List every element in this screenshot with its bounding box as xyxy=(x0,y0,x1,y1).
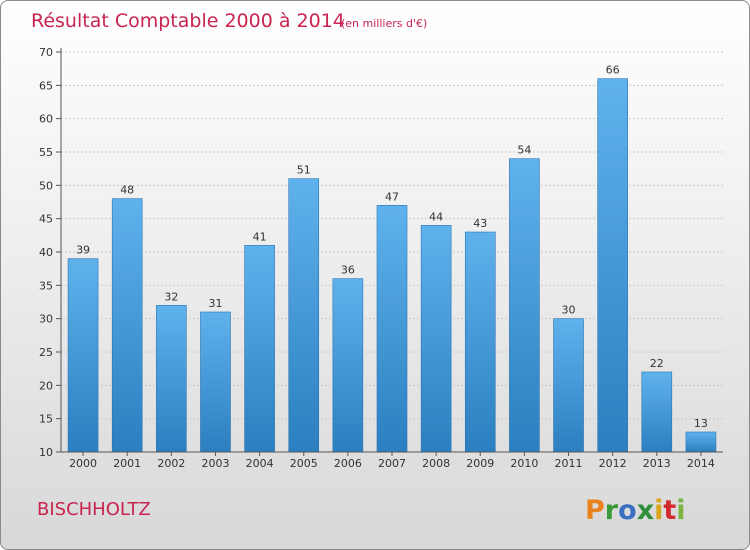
data-label: 31 xyxy=(208,297,222,310)
bars-layer: 39 48 32 31 41 51 36 47 44 43 54 30 66 22 13 xyxy=(67,64,717,453)
bar xyxy=(288,178,320,453)
bar xyxy=(200,311,231,453)
y-tick-label: 60 xyxy=(39,113,53,126)
x-tick-label: 2012 xyxy=(599,457,627,470)
data-label: 66 xyxy=(606,64,620,77)
data-label: 39 xyxy=(76,244,90,257)
bar xyxy=(685,431,717,453)
x-tick-label: 2008 xyxy=(422,457,450,470)
chart-title: Résultat Comptable 2000 à 2014 xyxy=(31,10,345,32)
bar xyxy=(67,258,99,453)
y-tick-label: 50 xyxy=(39,179,53,192)
x-tick-label: 2010 xyxy=(510,457,538,470)
y-tick-label: 30 xyxy=(39,313,53,326)
y-tick-label: 20 xyxy=(39,379,53,392)
chart-unit-note: (en milliers d'€) xyxy=(341,17,427,30)
y-tick-label: 55 xyxy=(39,146,53,159)
x-tick-label: 2005 xyxy=(290,457,318,470)
data-label: 32 xyxy=(164,290,178,303)
bar xyxy=(509,158,540,453)
brand-letter: x xyxy=(637,495,654,526)
data-label: 54 xyxy=(517,144,531,157)
y-tick-label: 70 xyxy=(39,46,53,59)
data-label: 13 xyxy=(694,417,708,430)
bar xyxy=(553,318,584,453)
y-tick-label: 40 xyxy=(39,246,53,259)
y-tick-label: 65 xyxy=(39,79,53,92)
x-tick-label: 2000 xyxy=(69,457,97,470)
data-label: 30 xyxy=(562,304,576,317)
brand-letter: i xyxy=(676,495,685,526)
x-tick-label: 2011 xyxy=(555,457,583,470)
data-label: 44 xyxy=(429,210,443,223)
x-tick-label: 2003 xyxy=(201,457,229,470)
data-label: 47 xyxy=(385,190,399,203)
x-tick-label: 2009 xyxy=(466,457,494,470)
brand-letter: i xyxy=(654,495,663,526)
y-tick-label: 45 xyxy=(39,213,53,226)
brand-letter: t xyxy=(663,495,676,526)
data-label: 51 xyxy=(297,164,311,177)
data-label: 41 xyxy=(253,230,267,243)
bar xyxy=(641,371,673,453)
brand-letter: o xyxy=(618,495,637,526)
x-tick-label: 2006 xyxy=(334,457,362,470)
data-label: 22 xyxy=(650,357,664,370)
bar xyxy=(464,231,496,453)
x-tick-label: 2004 xyxy=(246,457,274,470)
y-tick-label: 10 xyxy=(39,446,53,459)
brand-letter: P xyxy=(585,495,605,526)
x-tick-label: 2007 xyxy=(378,457,406,470)
x-tick-label: 2013 xyxy=(643,457,671,470)
data-label: 43 xyxy=(473,217,487,230)
data-label: 36 xyxy=(341,264,355,277)
bar xyxy=(332,278,364,453)
data-label: 48 xyxy=(120,184,134,197)
bar xyxy=(156,305,187,453)
commune-name: BISCHHOLTZ xyxy=(37,499,151,520)
x-tick-label: 2001 xyxy=(113,457,141,470)
brand-logo: Proxiti xyxy=(585,495,686,526)
bar xyxy=(244,245,275,453)
x-tick-label: 2014 xyxy=(687,457,715,470)
brand-letter: r xyxy=(605,495,619,526)
bar xyxy=(376,205,408,453)
y-tick-label: 15 xyxy=(39,413,53,426)
x-tick-label: 2002 xyxy=(157,457,185,470)
axis-layer: 10 15 20 25 30 35 40 45 50 55 60 65 70 2000 2001 2002 20… xyxy=(39,46,723,470)
y-tick-label: 35 xyxy=(39,279,53,292)
bar xyxy=(420,225,452,453)
bar xyxy=(111,198,143,453)
y-tick-label: 25 xyxy=(39,346,53,359)
bar xyxy=(597,78,628,453)
